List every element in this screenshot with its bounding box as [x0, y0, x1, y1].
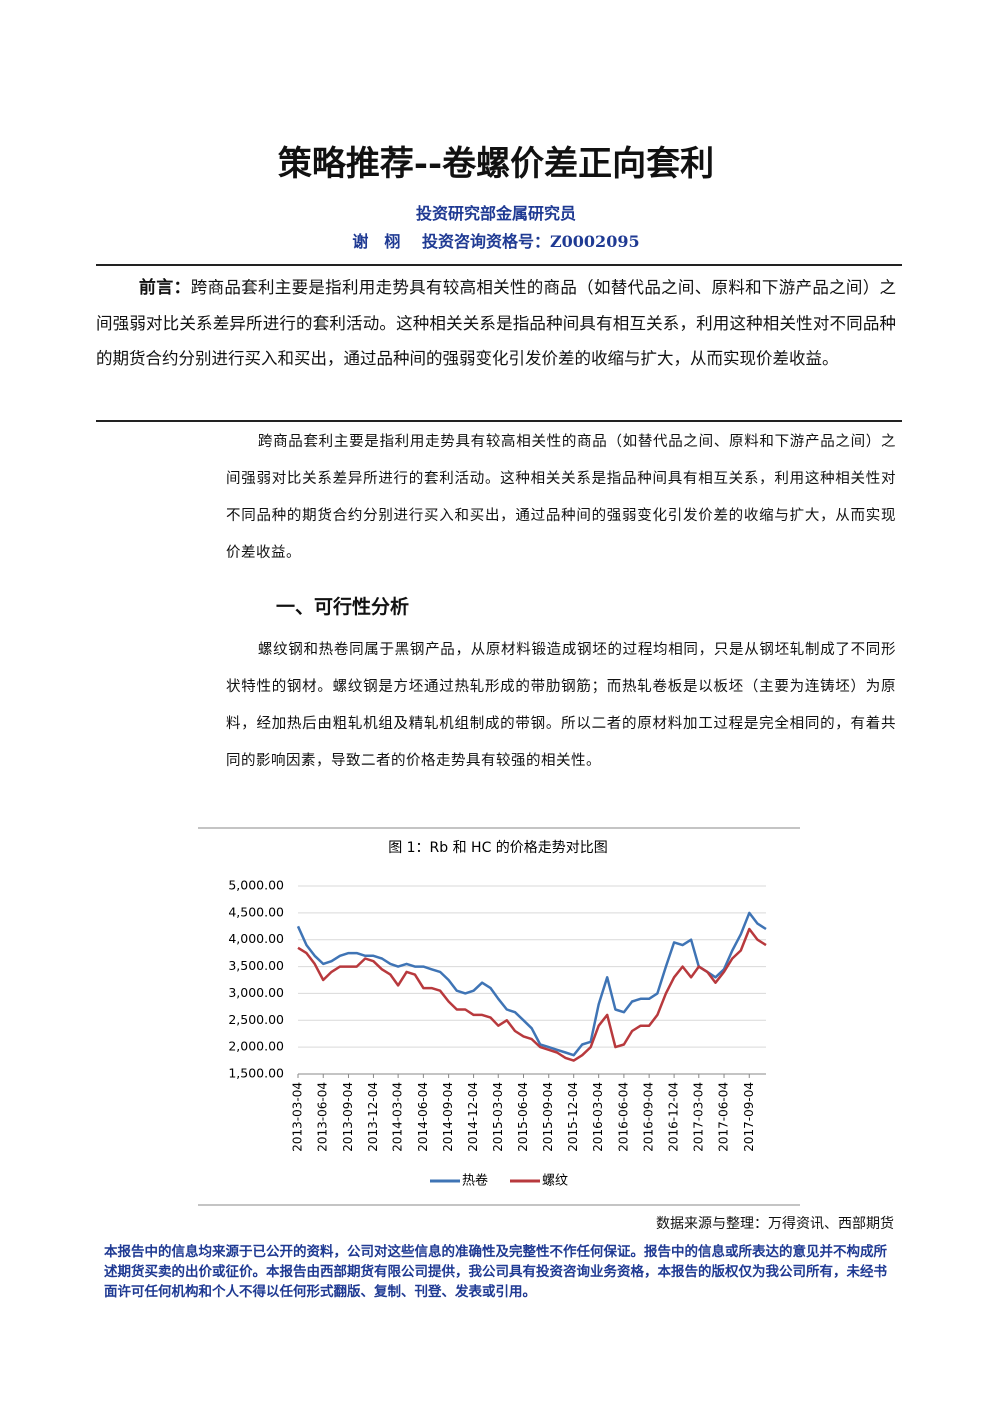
x-tick-label: 2016-03-04 — [591, 1082, 605, 1152]
y-tick-label: 4,500.00 — [228, 904, 284, 919]
x-tick-label: 2016-06-04 — [616, 1082, 630, 1152]
source: 数据来源与整理：万得资讯、西部期货 — [656, 1216, 894, 1232]
x-tick-label: 2016-12-04 — [667, 1082, 681, 1152]
x-tick-label: 2014-09-04 — [441, 1082, 455, 1152]
chart-title: 图 1：Rb 和 HC 的价格走势对比图 — [388, 840, 608, 856]
rule — [96, 264, 902, 266]
x-tick-label: 2017-09-04 — [742, 1082, 756, 1152]
x-tick-label: 2013-03-04 — [291, 1082, 305, 1152]
author-dept: 投资研究部金属研究员 — [415, 204, 576, 223]
section-paragraph: 螺纹钢和热卷同属于黑钢产品，从原材料锻造成钢坯的过程均相同，只是从钢坯轧制成了不… — [226, 642, 896, 769]
y-tick-label: 4,000.00 — [228, 931, 284, 946]
x-tick-label: 2013-06-04 — [316, 1082, 330, 1152]
x-tick-label: 2015-09-04 — [541, 1082, 555, 1152]
x-tick-label: 2014-03-04 — [391, 1082, 405, 1152]
x-tick-label: 2015-06-04 — [516, 1082, 530, 1152]
x-tick-label: 2017-03-04 — [691, 1082, 705, 1152]
x-tick-label: 2014-06-04 — [416, 1082, 430, 1152]
y-tick-label: 2,500.00 — [228, 1012, 284, 1027]
x-tick-label: 2015-12-04 — [566, 1082, 580, 1152]
preface-text: 跨商品套利主要是指利用走势具有较高相关性的商品（如替代品之间、原料和下游产品之间… — [96, 278, 897, 368]
chart: 图 1：Rb 和 HC 的价格走势对比图 1,500.00 2,000.00 2,5… — [198, 827, 800, 1206]
x-tick-label: 2013-12-04 — [366, 1082, 380, 1152]
y-tick-label: 5,000.00 — [228, 878, 284, 893]
y-tick-label: 3,000.00 — [228, 985, 284, 1000]
section-heading: 一、可行性分析 — [276, 596, 410, 618]
series-line — [296, 911, 767, 1057]
disclaimer: 本报告中的信息均来源于已公开的资料，公司对这些信息的准确性及完整性不作任何保证。… — [104, 1244, 887, 1300]
doc-title: 策略推荐--卷螺价差正向套利 — [277, 144, 715, 184]
y-tick-label: 1,500.00 — [228, 1066, 284, 1081]
x-tick-label: 2017-06-04 — [717, 1082, 731, 1152]
y-tick-label: 2,000.00 — [228, 1039, 284, 1054]
intro-paragraph: 跨商品套利主要是指利用走势具有较高相关性的商品（如替代品之间、原料和下游产品之间… — [226, 434, 896, 561]
preface-label: 前言： — [138, 278, 191, 298]
legend-label: 热卷 — [462, 1173, 488, 1189]
author-line: 谢 栩 投资咨询资格号：Z0002095 — [352, 232, 640, 251]
series-line — [297, 927, 767, 1062]
x-tick-label: 2014-12-04 — [466, 1082, 480, 1152]
preface: 前言：跨商品套利主要是指利用走势具有较高相关性的商品（如替代品之间、原料和下游产… — [96, 270, 896, 376]
rule — [96, 420, 902, 422]
x-tick-label: 2016-09-04 — [642, 1082, 656, 1152]
y-tick-label: 3,500.00 — [228, 958, 284, 973]
x-tick-label: 2015-03-04 — [491, 1082, 505, 1152]
x-tick-label: 2013-09-04 — [341, 1082, 355, 1152]
legend-label: 螺纹 — [542, 1174, 568, 1189]
